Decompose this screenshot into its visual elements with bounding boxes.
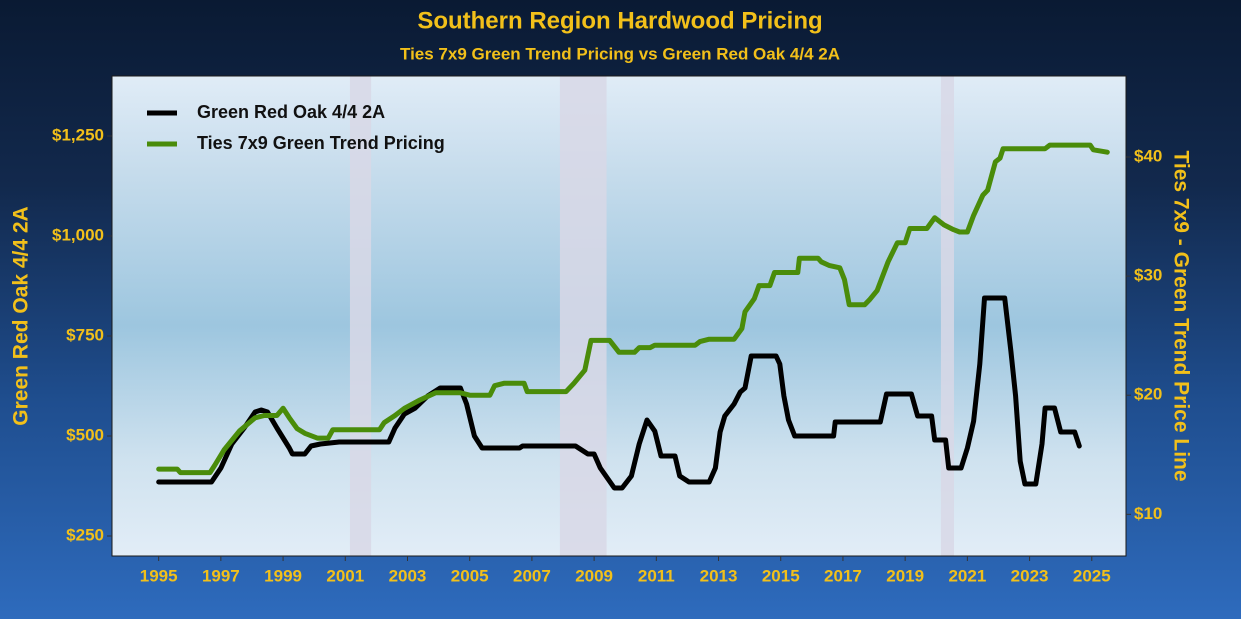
- shaded-period: [559, 76, 607, 556]
- y2-tick-label: $30: [1134, 266, 1162, 285]
- y2-tick-label: $20: [1134, 385, 1162, 404]
- x-tick-label: 2021: [948, 566, 986, 585]
- series-line: [156, 295, 1082, 491]
- x-tick-label: 2025: [1073, 566, 1111, 585]
- y-tick-label: $1,250: [52, 125, 104, 144]
- series-line: [156, 142, 1110, 476]
- x-tick-label: 1997: [202, 566, 240, 585]
- y-tick-label: $250: [66, 525, 104, 544]
- x-tick-label: 2003: [389, 566, 427, 585]
- plot-area: [112, 76, 1126, 556]
- marks: [156, 142, 1110, 491]
- chart-subtitle: Ties 7x9 Green Trend Pricing vs Green Re…: [400, 44, 840, 63]
- shaded-period: [349, 76, 372, 556]
- x-tick-label: 2019: [886, 566, 924, 585]
- legend: Green Red Oak 4/4 2A Ties 7x9 Green Trend…: [147, 102, 445, 153]
- x-tick-label: 2015: [762, 566, 800, 585]
- legend-label: Ties 7x9 Green Trend Pricing: [197, 133, 445, 153]
- y2-tick-label: $40: [1134, 146, 1162, 165]
- x-tick-label: 2013: [700, 566, 738, 585]
- y2-tick-label: $10: [1134, 504, 1162, 523]
- x-tick-label: 2017: [824, 566, 862, 585]
- x-tick-label: 2005: [451, 566, 489, 585]
- y2-axis-label: Ties 7x9 - Green Trend Price Line: [1169, 150, 1192, 481]
- shaded-period: [940, 76, 954, 556]
- plot-border: [111, 75, 1127, 557]
- x-tick-label: 2023: [1011, 566, 1049, 585]
- y-tick-label: $500: [66, 425, 104, 444]
- x-tick-label: 2007: [513, 566, 551, 585]
- y-tick-label: $1,000: [52, 225, 104, 244]
- x-tick-label: 2011: [638, 566, 675, 585]
- x-tick-label: 2001: [326, 566, 364, 585]
- y-tick-label: $750: [66, 325, 104, 344]
- x-tick-label: 2009: [575, 566, 613, 585]
- shaded-periods: [349, 76, 954, 556]
- x-tick-label: 1995: [140, 566, 178, 585]
- legend-label: Green Red Oak 4/4 2A: [197, 102, 385, 122]
- chart-title: Southern Region Hardwood Pricing: [417, 7, 822, 34]
- y-axis-label: Green Red Oak 4/4 2A: [10, 206, 33, 425]
- x-tick-label: 1999: [264, 566, 302, 585]
